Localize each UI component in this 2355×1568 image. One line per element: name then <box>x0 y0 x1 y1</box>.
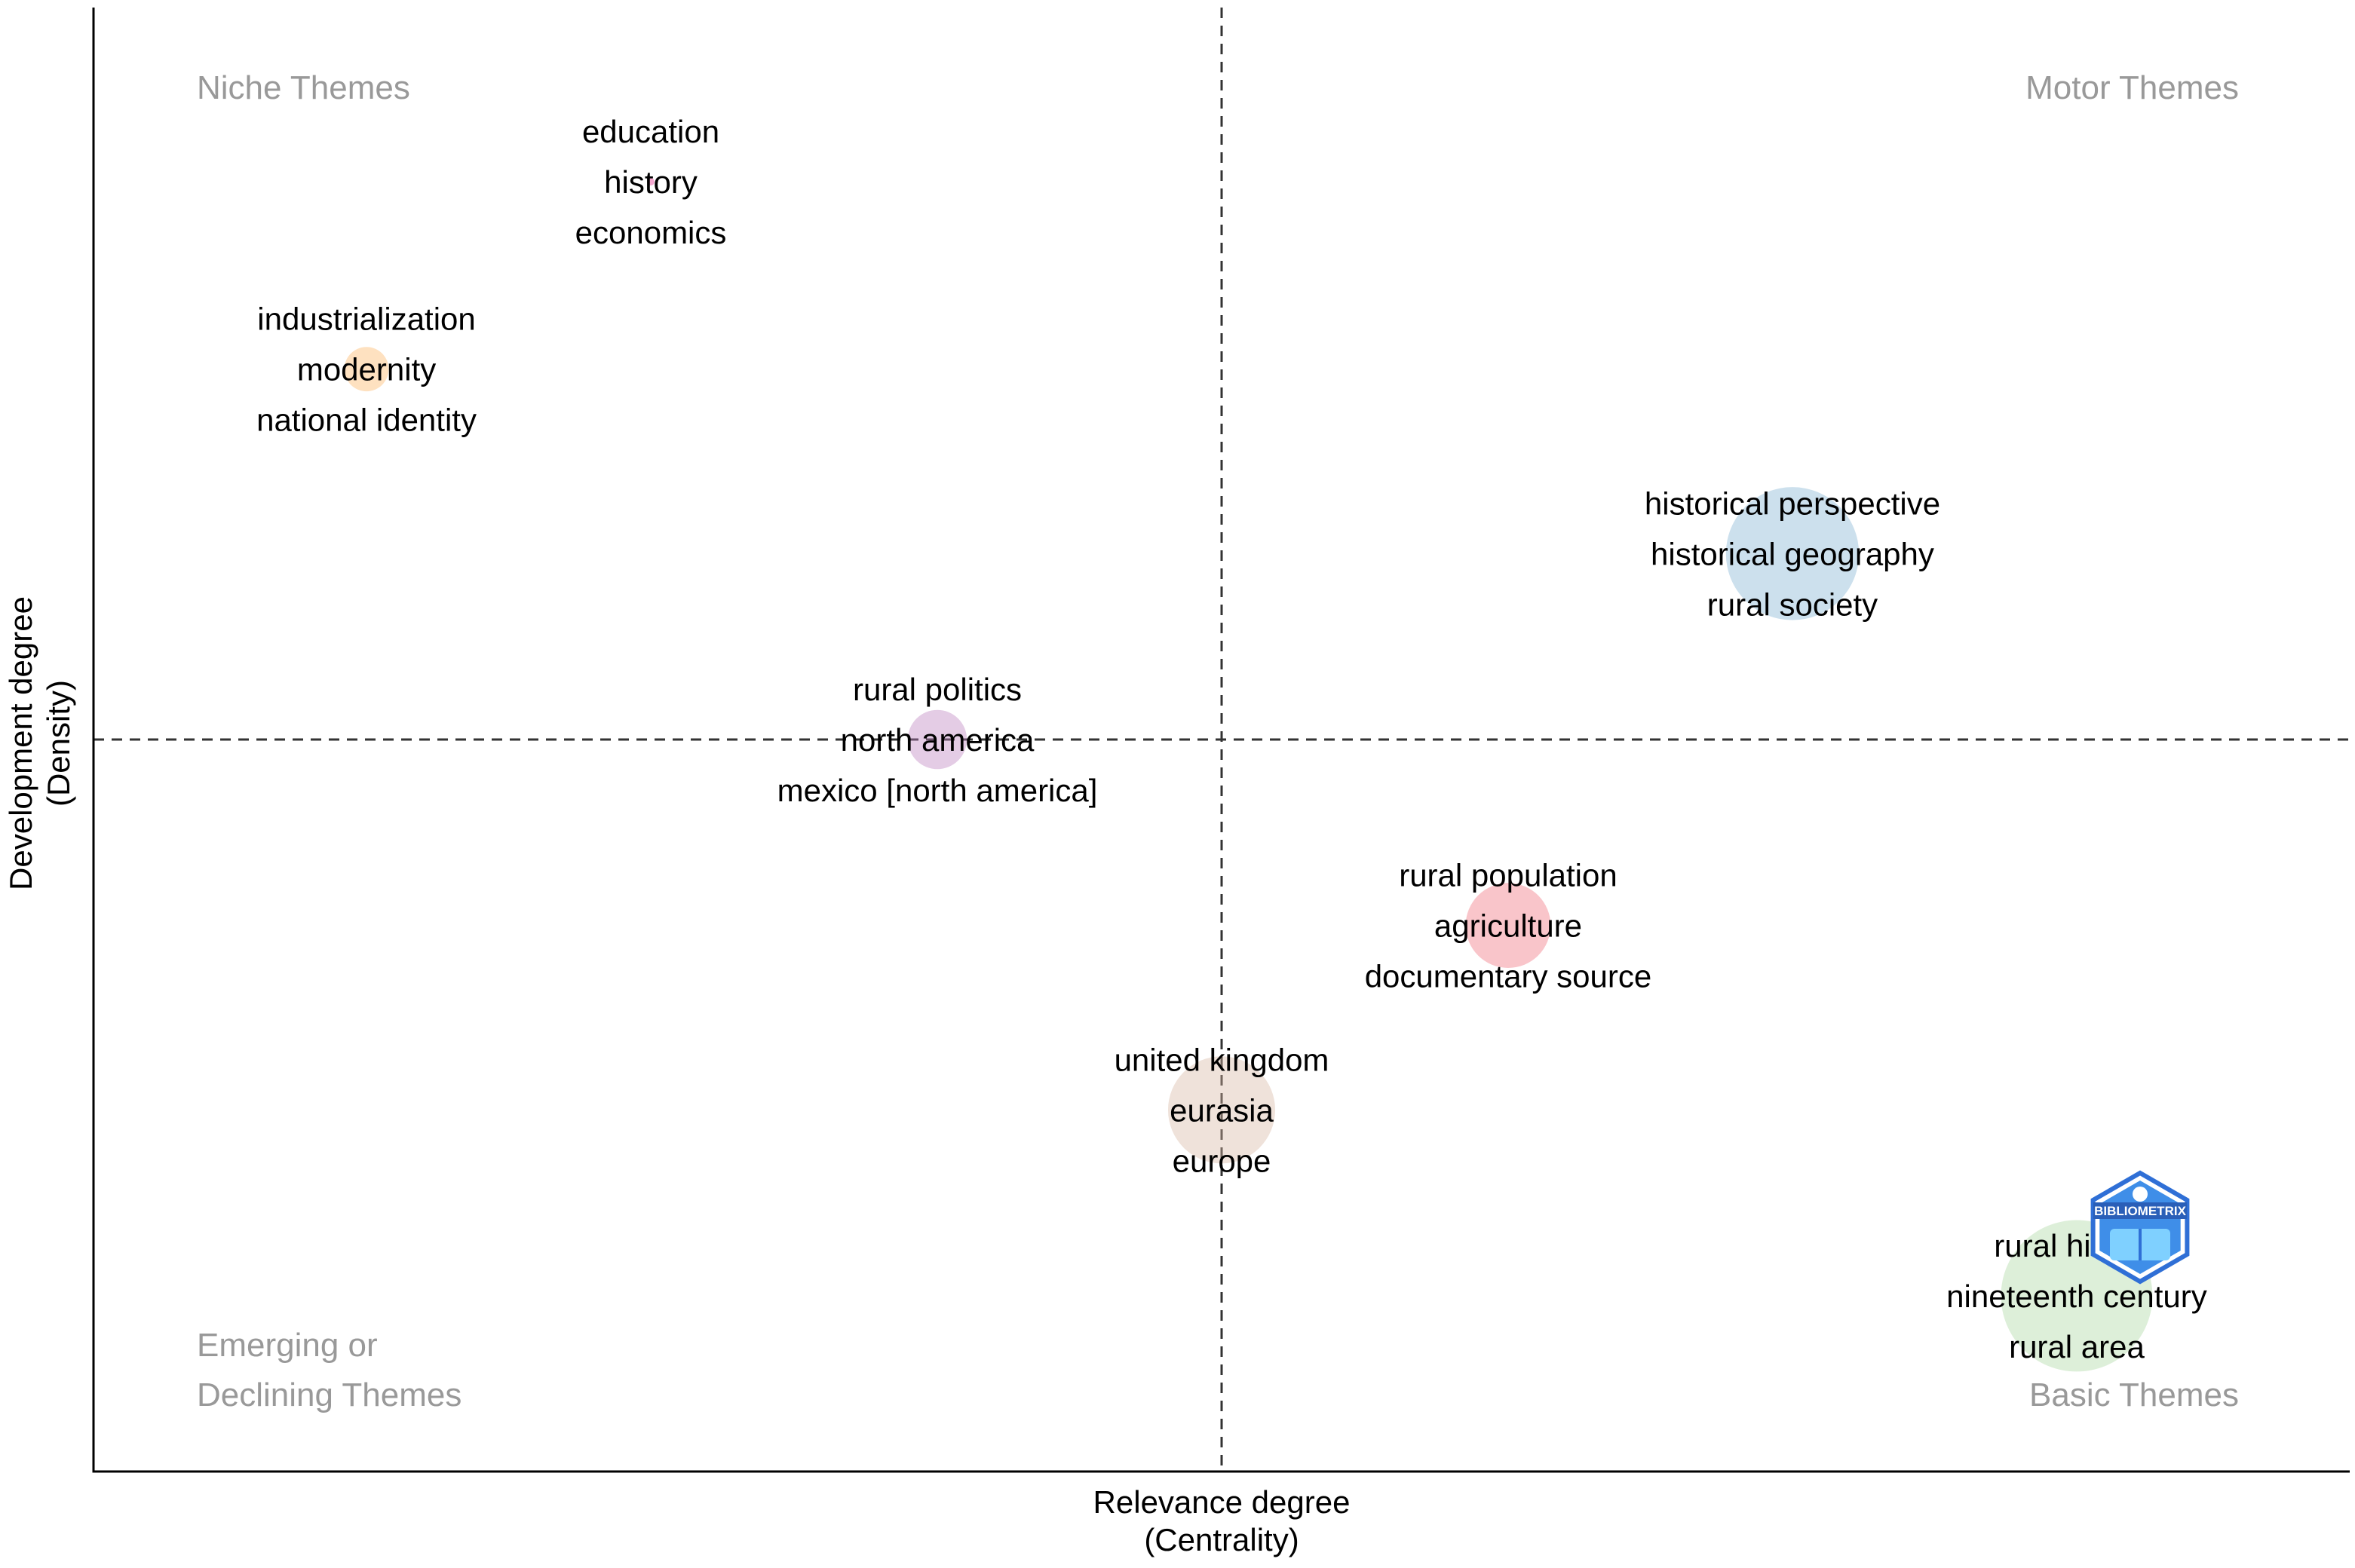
logo-banner <box>2093 1202 2187 1219</box>
quadrant-label-niche: Niche Themes <box>197 69 410 106</box>
y-axis-title: (Density) <box>41 680 76 807</box>
cluster-united-kingdom-bubble <box>1167 1056 1276 1164</box>
theme-keyword-label: national identity <box>256 403 477 438</box>
theme-keyword-label: rural politics <box>853 672 1022 707</box>
theme-keyword-label: rural society <box>1707 586 1878 622</box>
cluster-historical-perspective-bubble <box>1725 487 1860 620</box>
theme-keyword-label: industrialization <box>257 302 476 337</box>
quadrant-label-emerging: Emerging or <box>197 1327 378 1364</box>
x-axis-title: Relevance degree <box>1093 1484 1351 1520</box>
cluster-education-bubble <box>647 178 655 185</box>
theme-keyword-label: united kingdom <box>1115 1042 1329 1077</box>
theme-keyword-label: mexico [north america] <box>777 773 1098 808</box>
theme-keyword-label: nineteenth century <box>1946 1279 2207 1314</box>
logo-text: BIBLIOMETRIX <box>2094 1204 2186 1218</box>
quadrant-divider-lines <box>94 8 2350 1472</box>
theme-keyword-label: eurasia <box>1170 1092 1274 1128</box>
logo-figure-head <box>2133 1187 2148 1202</box>
quadrant-label-motor: Motor Themes <box>2025 69 2239 106</box>
theme-labels: education history economics industrializati… <box>256 114 2207 1364</box>
theme-keyword-label: agriculture <box>1434 908 1582 944</box>
axis-titles: Relevance degree(Centrality) Development … <box>3 596 1350 1557</box>
theme-keyword-label: education <box>582 114 719 149</box>
theme-keyword-label: north america <box>841 722 1035 758</box>
theme-keyword-label: historical geography <box>1651 536 1934 571</box>
theme-keyword-label: rural population <box>1399 858 1618 893</box>
theme-keyword-label: historical perspective <box>1645 485 1940 521</box>
theme-bubbles <box>344 178 2153 1372</box>
cluster-rural-population-bubble <box>1465 883 1551 968</box>
x-axis-title: (Centrality) <box>1144 1522 1299 1557</box>
theme-keyword-label: modernity <box>297 352 436 387</box>
y-axis-title: Development degree <box>3 596 38 890</box>
theme-keyword-label: history <box>604 164 698 200</box>
theme-keyword-label: economics <box>575 215 727 250</box>
cluster-industrialization-bubble <box>344 347 389 392</box>
cluster-rural-politics-bubble <box>907 709 967 770</box>
theme-keyword-label: documentary source <box>1365 959 1652 994</box>
axes <box>92 8 2350 1473</box>
quadrant-labels: Niche Themes Motor Themes Emerging or Decli… <box>197 69 2239 1413</box>
bibliometrix-logo: BIBLIOMETRIX <box>2090 1170 2190 1285</box>
theme-keyword-label: rural area <box>2009 1329 2145 1364</box>
quadrant-label-basic: Basic Themes <box>2029 1377 2239 1413</box>
theme-keyword-label: europe <box>1173 1143 1271 1178</box>
quadrant-label-emerging: Declining Themes <box>197 1377 461 1413</box>
